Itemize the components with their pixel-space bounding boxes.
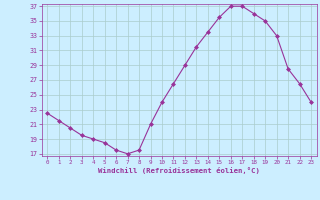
X-axis label: Windchill (Refroidissement éolien,°C): Windchill (Refroidissement éolien,°C) (98, 167, 260, 174)
